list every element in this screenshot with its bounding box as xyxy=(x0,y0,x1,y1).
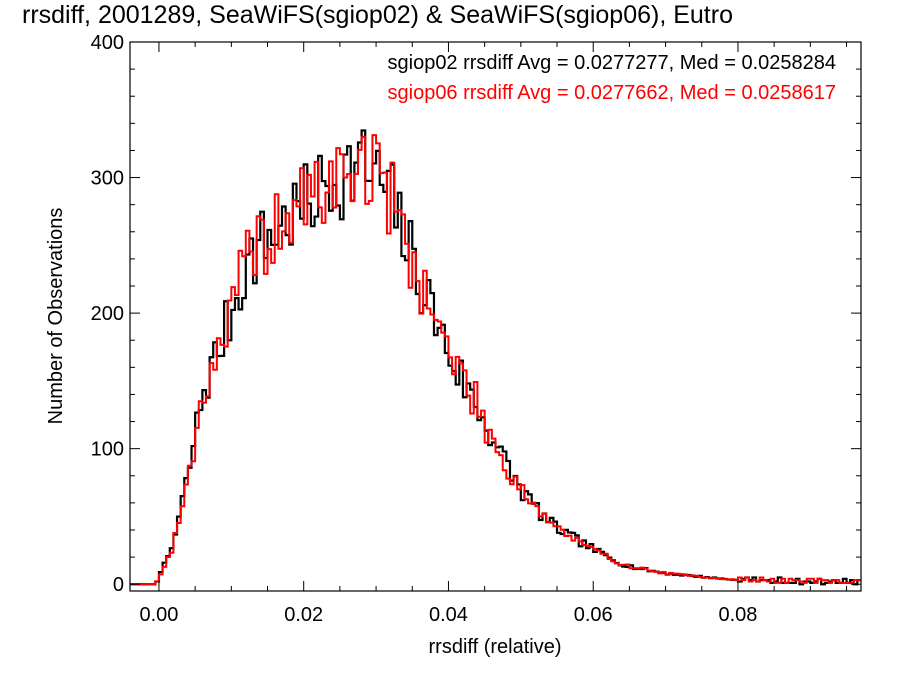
y-axis-label: Number of Observations xyxy=(45,208,67,425)
legend-entry-sgiop06: sgiop06 rrsdiff Avg = 0.0277662, Med = 0… xyxy=(388,82,837,104)
y-tick-label: 400 xyxy=(91,32,124,54)
x-tick-label: 0.02 xyxy=(284,604,323,626)
y-tick-label: 300 xyxy=(91,168,124,190)
axis-ticks: 0.00 0.02 0.04 0.06 0.08 0 100 200 300 400 xyxy=(91,32,861,626)
legend-entry-sgiop02: sgiop02 rrsdiff Avg = 0.0277277, Med = 0… xyxy=(388,52,837,74)
series-sgiop06 xyxy=(130,134,861,586)
x-tick-label: 0.06 xyxy=(574,604,613,626)
chart-title: rrsdiff, 2001289, SeaWiFS(sgiop02) & Sea… xyxy=(22,1,733,29)
plot-frame xyxy=(129,41,862,592)
x-axis-label: rrsdiff (relative) xyxy=(429,636,562,658)
y-tick-label: 100 xyxy=(91,439,124,461)
x-tick-label: 0.00 xyxy=(139,604,178,626)
x-tick-label: 0.08 xyxy=(718,604,757,626)
x-tick-label: 0.04 xyxy=(429,604,468,626)
plot-area xyxy=(130,129,861,586)
y-tick-label: 0 xyxy=(113,574,124,596)
series-sgiop02 xyxy=(130,129,861,586)
y-tick-label: 200 xyxy=(91,303,124,325)
